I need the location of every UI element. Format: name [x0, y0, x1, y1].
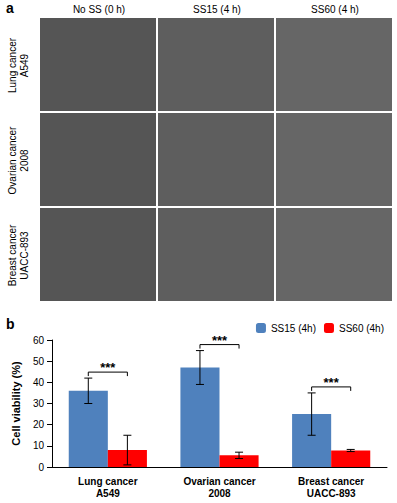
svg-text:Ovarian cancer: Ovarian cancer — [183, 476, 255, 487]
svg-text:50: 50 — [33, 356, 45, 367]
svg-text:***: *** — [212, 333, 228, 348]
svg-text:A549: A549 — [96, 488, 120, 499]
svg-text:40: 40 — [33, 377, 45, 388]
svg-text:Breast cancer: Breast cancer — [7, 224, 18, 286]
svg-text:60: 60 — [33, 335, 45, 346]
svg-text:A549: A549 — [19, 53, 30, 77]
svg-text:Lung cancer: Lung cancer — [7, 37, 18, 93]
svg-text:SS60 (4 h): SS60 (4 h) — [311, 4, 359, 15]
svg-text:20: 20 — [33, 419, 45, 430]
svg-text:SS60 (4h): SS60 (4h) — [339, 323, 384, 334]
svg-text:2008: 2008 — [208, 488, 231, 499]
svg-text:Lung cancer: Lung cancer — [78, 476, 138, 487]
svg-text:UACC-893: UACC-893 — [19, 231, 30, 280]
html-text:b: b — [6, 316, 15, 332]
svg-text:a: a — [6, 0, 14, 16]
svg-text:***: *** — [324, 375, 340, 390]
svg-text:SS15 (4h): SS15 (4h) — [271, 323, 316, 334]
svg-text:No SS (0 h): No SS (0 h) — [73, 4, 125, 15]
svg-text:2008: 2008 — [19, 149, 30, 172]
svg-text:UACC-893: UACC-893 — [307, 488, 356, 499]
svg-text:***: *** — [100, 360, 116, 375]
svg-text:10: 10 — [33, 440, 45, 451]
svg-text:Breast cancer: Breast cancer — [298, 476, 364, 487]
svg-text:SS15 (4 h): SS15 (4 h) — [193, 4, 241, 15]
svg-text:0: 0 — [38, 462, 44, 473]
svg-text:Ovarian cancer: Ovarian cancer — [7, 126, 18, 194]
svg-text:30: 30 — [33, 398, 45, 409]
svg-text:Cell viability (%): Cell viability (%) — [10, 361, 22, 446]
